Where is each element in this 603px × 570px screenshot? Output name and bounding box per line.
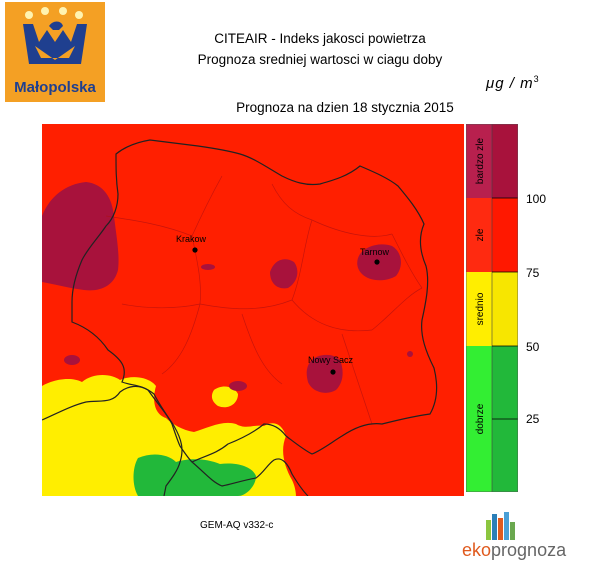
city-krakow: Krakow xyxy=(176,234,207,253)
legend-tick-25: 25 xyxy=(526,412,540,426)
legend-tick-100: 100 xyxy=(526,192,547,206)
forecast-date: Prognoza na dzien 18 stycznia 2015 xyxy=(236,100,454,115)
ekoprognoza-brand: ekoprognoza xyxy=(462,540,567,560)
legend-label-good: dobrze xyxy=(475,403,486,434)
city-nowy-sacz: Nowy Sacz xyxy=(308,355,354,375)
svg-text:Krakow: Krakow xyxy=(176,234,207,244)
malopolska-logo: Małopolska xyxy=(5,2,105,102)
city-tarnow: Tarnow xyxy=(360,247,390,265)
country-border xyxy=(42,385,183,496)
svg-text:Nowy Sacz: Nowy Sacz xyxy=(308,355,354,365)
air-quality-map: Krakow Tarnow Nowy Sacz xyxy=(42,124,464,496)
zone-very-bad-center xyxy=(270,259,298,289)
legend-label-medium: srednio xyxy=(475,292,486,325)
zone-very-bad-nowysacz xyxy=(306,354,343,393)
voivodeship-border xyxy=(71,139,438,463)
legend-label-very-bad: bardzo zle xyxy=(475,137,486,184)
title-line-1: CITEAIR - Indeks jakosci powietrza xyxy=(214,31,426,46)
svg-text:Małopolska: Małopolska xyxy=(14,79,96,96)
legend-tick-75: 75 xyxy=(526,266,540,280)
legend: bardzo zle zle srednio dobrze xyxy=(466,124,518,492)
legend-tick-50: 50 xyxy=(526,340,540,354)
zone-medium-2 xyxy=(211,386,238,408)
unit-label: μg / m3 xyxy=(486,74,540,92)
legend-label-bad: zle xyxy=(475,228,486,241)
zone-very-bad-west xyxy=(42,182,119,291)
svg-text:Tarnow: Tarnow xyxy=(360,247,390,257)
title-line-2: Prognoza sredniej wartosci w ciagu doby xyxy=(197,52,443,67)
model-version: GEM-AQ v332-c xyxy=(200,520,274,531)
ekoprognoza-logo-icon xyxy=(486,512,515,540)
